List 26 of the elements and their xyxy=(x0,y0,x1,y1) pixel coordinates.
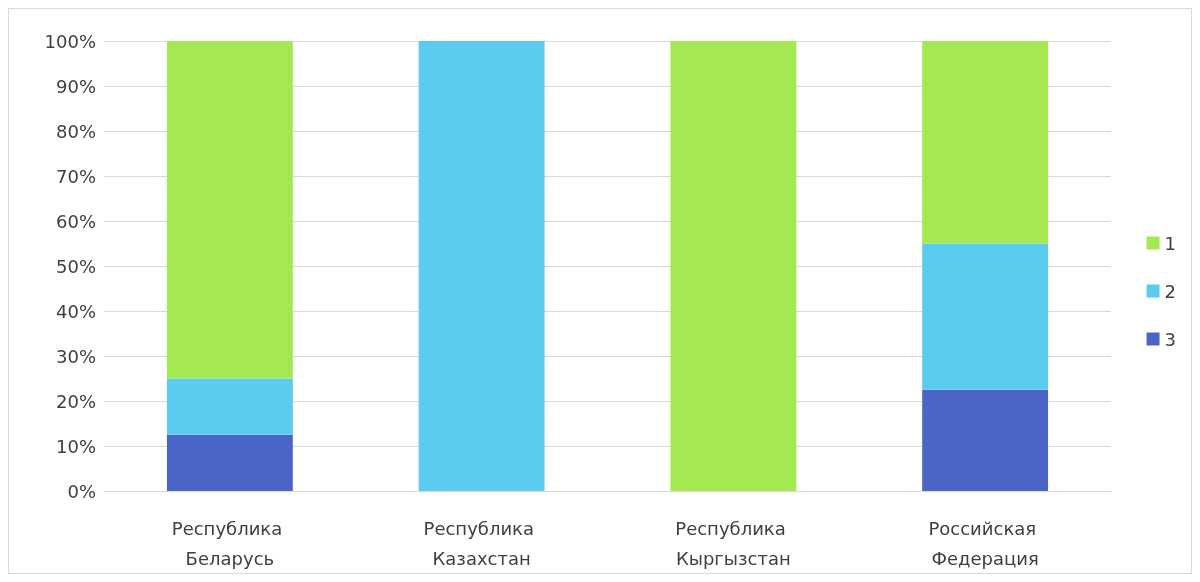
bar xyxy=(166,434,293,491)
bar xyxy=(166,41,293,379)
bar xyxy=(670,41,797,491)
y-tick-label: 40% xyxy=(55,300,96,322)
y-tick-label: 50% xyxy=(55,255,96,277)
y-tick-label: 100% xyxy=(44,30,96,52)
bar xyxy=(418,41,545,491)
y-tick-label: 80% xyxy=(55,120,96,142)
bar xyxy=(166,378,293,435)
y-tick-label: 20% xyxy=(55,390,96,412)
y-tick-label: 30% xyxy=(55,345,96,367)
y-tick-label: 0% xyxy=(67,480,96,502)
bar xyxy=(922,389,1049,491)
legend-label: 2 xyxy=(1164,280,1176,302)
y-tick-label: 10% xyxy=(55,435,96,457)
legend-label: 3 xyxy=(1164,328,1176,350)
x-tick-label: Российская Федерация xyxy=(928,517,1042,569)
legend-label: 1 xyxy=(1164,232,1176,254)
x-tick-label: Республика Казахстан xyxy=(423,517,540,569)
y-tick-label: 70% xyxy=(55,165,96,187)
y-tick-label: 90% xyxy=(55,75,96,97)
x-tick-label: Республика Беларусь xyxy=(171,517,288,569)
bar xyxy=(922,243,1049,390)
y-tick-label: 60% xyxy=(55,210,96,232)
bar xyxy=(922,41,1049,244)
x-tick-label: Республика Кыргызстан xyxy=(675,517,792,569)
